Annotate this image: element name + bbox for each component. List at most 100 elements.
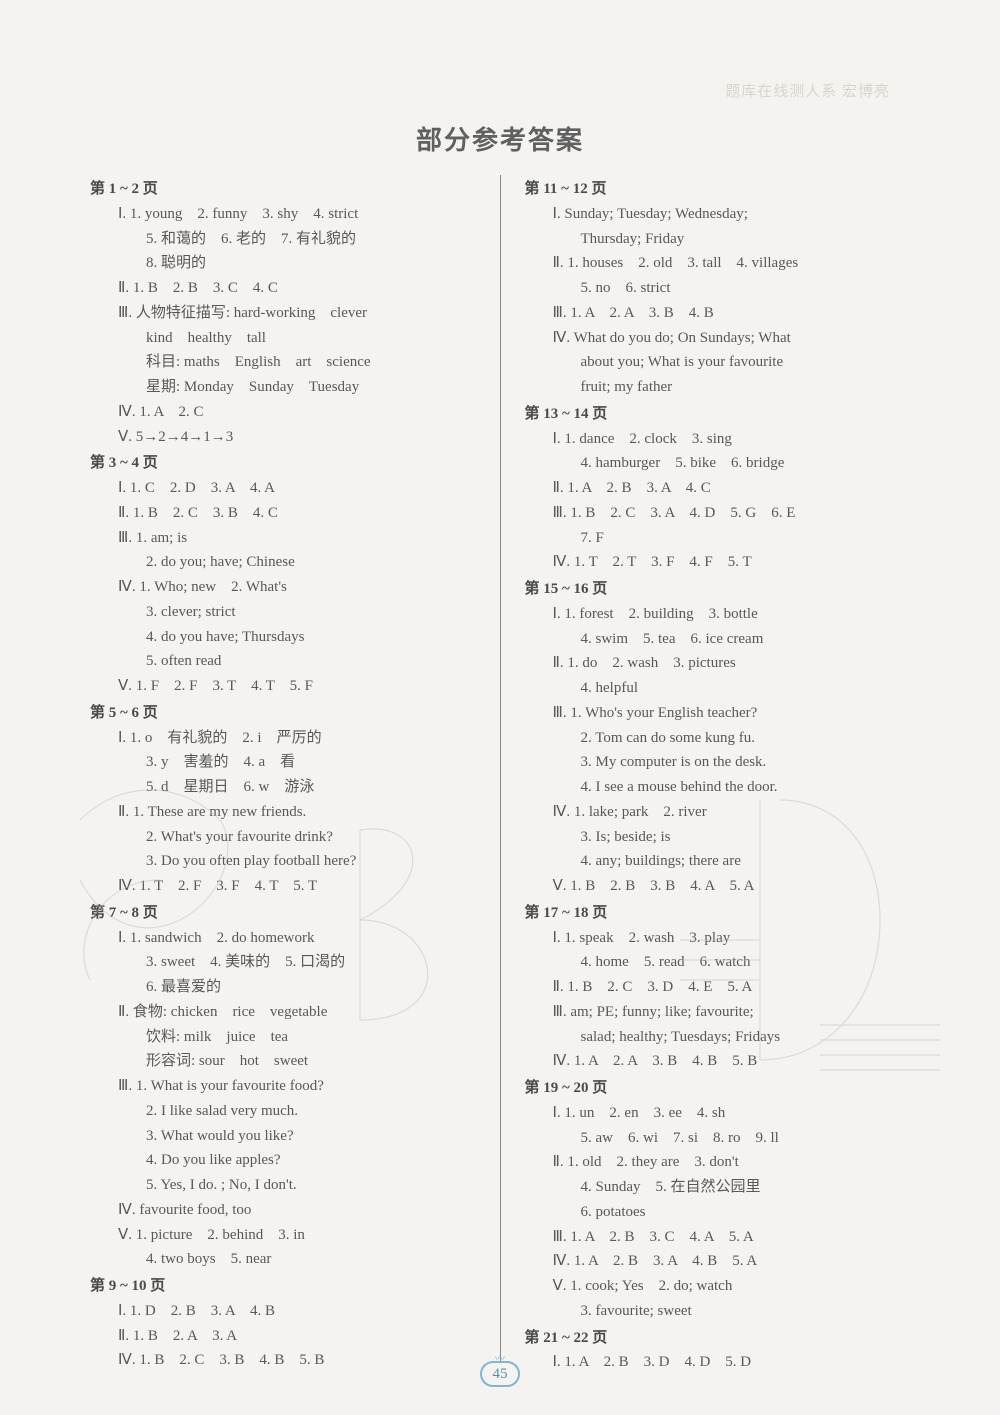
answer-subline: 3. What would you like?: [146, 1124, 476, 1149]
answer-subline: Thursday; Friday: [581, 227, 911, 252]
answer-subline: 3. Is; beside; is: [581, 825, 911, 850]
answer-subline: 4. I see a mouse behind the door.: [581, 775, 911, 800]
page-range-heading: 第 11 ~ 12 页: [525, 177, 911, 202]
answer-subline: 4. Sunday 5. 在自然公园里: [581, 1175, 911, 1200]
answer-subline: 4. hamburger 5. bike 6. bridge: [581, 451, 911, 476]
answer-line: Ⅰ. 1. C 2. D 3. A 4. A: [90, 476, 476, 501]
answer-key-page: 题库在线测人系 宏博亮 部分参考答案 第 1 ~ 2 页Ⅰ. 1. young …: [0, 0, 1000, 1415]
page-range-heading: 第 17 ~ 18 页: [525, 901, 911, 926]
answer-line: Ⅳ. 1. A 2. C: [90, 400, 476, 425]
answer-line: Ⅰ. 1. A 2. B 3. D 4. D 5. D: [525, 1350, 911, 1375]
answer-subline: 8. 聪明的: [146, 251, 476, 276]
answer-line: Ⅲ. 1. What is your favourite food?: [90, 1074, 476, 1099]
answer-line: Ⅱ. 食物: chicken rice vegetable: [90, 1000, 476, 1025]
answer-subline: 5. d 星期日 6. w 游泳: [146, 775, 476, 800]
answer-subline: 科目: maths English art science: [146, 350, 476, 375]
answer-subline: 2. I like salad very much.: [146, 1099, 476, 1124]
answer-line: Ⅱ. 1. old 2. they are 3. don't: [525, 1150, 911, 1175]
answer-subline: 3. Do you often play football here?: [146, 849, 476, 874]
answer-line: Ⅳ. favourite food, too: [90, 1198, 476, 1223]
answer-line: Ⅳ. 1. lake; park 2. river: [525, 800, 911, 825]
answer-subline: 饮料: milk juice tea: [146, 1025, 476, 1050]
answer-subline: 5. often read: [146, 649, 476, 674]
answer-line: Ⅴ. 1. B 2. B 3. B 4. A 5. A: [525, 874, 911, 899]
answer-subline: 3. favourite; sweet: [581, 1299, 911, 1324]
answer-line: Ⅰ. 1. D 2. B 3. A 4. B: [90, 1299, 476, 1324]
answer-line: Ⅰ. 1. young 2. funny 3. shy 4. strict: [90, 202, 476, 227]
answer-line: Ⅳ. 1. T 2. T 3. F 4. F 5. T: [525, 550, 911, 575]
answer-line: Ⅰ. 1. un 2. en 3. ee 4. sh: [525, 1101, 911, 1126]
page-number-wrap: 〰 45: [480, 1350, 520, 1387]
answer-subline: 3. sweet 4. 美味的 5. 口渴的: [146, 950, 476, 975]
answer-line: Ⅰ. Sunday; Tuesday; Wednesday;: [525, 202, 911, 227]
answer-line: Ⅱ. 1. do 2. wash 3. pictures: [525, 651, 911, 676]
page-range-heading: 第 3 ~ 4 页: [90, 451, 476, 476]
answer-subline: kind healthy tall: [146, 326, 476, 351]
answer-line: Ⅲ. 1. Who's your English teacher?: [525, 701, 911, 726]
page-range-heading: 第 13 ~ 14 页: [525, 402, 911, 427]
answer-line: Ⅲ. am; PE; funny; like; favourite;: [525, 1000, 911, 1025]
answer-subline: 3. y 害羞的 4. a 看: [146, 750, 476, 775]
answer-subline: about you; What is your favourite: [581, 350, 911, 375]
answer-line: Ⅲ. 1. B 2. C 3. A 4. D 5. G 6. E: [525, 501, 911, 526]
answer-line: Ⅱ. 1. A 2. B 3. A 4. C: [525, 476, 911, 501]
answer-line: Ⅰ. 1. speak 2. wash 3. play: [525, 926, 911, 951]
answer-line: Ⅱ. 1. B 2. A 3. A: [90, 1324, 476, 1349]
page-range-heading: 第 9 ~ 10 页: [90, 1274, 476, 1299]
answer-line: Ⅴ. 1. cook; Yes 2. do; watch: [525, 1274, 911, 1299]
answer-line: Ⅳ. 1. A 2. B 3. A 4. B 5. A: [525, 1249, 911, 1274]
page-range-heading: 第 7 ~ 8 页: [90, 901, 476, 926]
answer-subline: 5. Yes, I do. ; No, I don't.: [146, 1173, 476, 1198]
answer-subline: 6. potatoes: [581, 1200, 911, 1225]
answer-line: Ⅳ. 1. B 2. C 3. B 4. B 5. B: [90, 1348, 476, 1373]
answer-line: Ⅳ. 1. Who; new 2. What's: [90, 575, 476, 600]
answer-line: Ⅱ. 1. B 2. C 3. D 4. E 5. A: [525, 975, 911, 1000]
left-column: 第 1 ~ 2 页Ⅰ. 1. young 2. funny 3. shy 4. …: [90, 175, 476, 1375]
page-range-heading: 第 1 ~ 2 页: [90, 177, 476, 202]
answer-subline: 4. two boys 5. near: [146, 1247, 476, 1272]
page-number: 45: [480, 1361, 520, 1387]
answer-line: Ⅴ. 1. picture 2. behind 3. in: [90, 1223, 476, 1248]
answer-subline: 4. Do you like apples?: [146, 1148, 476, 1173]
answer-line: Ⅰ. 1. dance 2. clock 3. sing: [525, 427, 911, 452]
answer-subline: 6. 最喜爱的: [146, 975, 476, 1000]
answer-subline: 2. do you; have; Chinese: [146, 550, 476, 575]
answer-line: Ⅴ. 1. F 2. F 3. T 4. T 5. F: [90, 674, 476, 699]
column-divider: [500, 175, 501, 1375]
answer-line: Ⅳ. What do you do; On Sundays; What: [525, 326, 911, 351]
answer-line: Ⅲ. 1. A 2. B 3. C 4. A 5. A: [525, 1225, 911, 1250]
content-columns: 第 1 ~ 2 页Ⅰ. 1. young 2. funny 3. shy 4. …: [90, 175, 910, 1375]
answer-subline: 4. home 5. read 6. watch: [581, 950, 911, 975]
right-column: 第 11 ~ 12 页Ⅰ. Sunday; Tuesday; Wednesday…: [525, 175, 911, 1375]
answer-line: Ⅱ. 1. B 2. C 3. B 4. C: [90, 501, 476, 526]
answer-subline: 2. Tom can do some kung fu.: [581, 726, 911, 751]
answer-line: Ⅲ. 人物特征描写: hard-working clever: [90, 301, 476, 326]
page-range-heading: 第 15 ~ 16 页: [525, 577, 911, 602]
answer-subline: 5. aw 6. wi 7. si 8. ro 9. ll: [581, 1126, 911, 1151]
faint-header-text: 题库在线测人系 宏博亮: [725, 80, 890, 101]
answer-subline: 4. helpful: [581, 676, 911, 701]
answer-line: Ⅳ. 1. T 2. F 3. F 4. T 5. T: [90, 874, 476, 899]
answer-line: Ⅲ. 1. A 2. A 3. B 4. B: [525, 301, 911, 326]
answer-line: Ⅳ. 1. A 2. A 3. B 4. B 5. B: [525, 1049, 911, 1074]
answer-subline: fruit; my father: [581, 375, 911, 400]
answer-subline: 3. clever; strict: [146, 600, 476, 625]
answer-subline: 2. What's your favourite drink?: [146, 825, 476, 850]
page-title: 部分参考答案: [90, 120, 910, 157]
page-range-heading: 第 19 ~ 20 页: [525, 1076, 911, 1101]
answer-subline: 3. My computer is on the desk.: [581, 750, 911, 775]
answer-subline: 4. do you have; Thursdays: [146, 625, 476, 650]
answer-subline: 5. 和蔼的 6. 老的 7. 有礼貌的: [146, 227, 476, 252]
answer-subline: 5. no 6. strict: [581, 276, 911, 301]
answer-line: Ⅰ. 1. o 有礼貌的 2. i 严厉的: [90, 726, 476, 751]
answer-subline: 7. F: [581, 526, 911, 551]
answer-subline: 4. any; buildings; there are: [581, 849, 911, 874]
answer-subline: 形容词: sour hot sweet: [146, 1049, 476, 1074]
answer-line: Ⅱ. 1. B 2. B 3. C 4. C: [90, 276, 476, 301]
answer-line: Ⅱ. 1. These are my new friends.: [90, 800, 476, 825]
answer-line: Ⅴ. 5→2→4→1→3: [90, 425, 476, 450]
answer-line: Ⅱ. 1. houses 2. old 3. tall 4. villages: [525, 251, 911, 276]
page-range-heading: 第 5 ~ 6 页: [90, 701, 476, 726]
answer-line: Ⅰ. 1. sandwich 2. do homework: [90, 926, 476, 951]
answer-line: Ⅰ. 1. forest 2. building 3. bottle: [525, 602, 911, 627]
